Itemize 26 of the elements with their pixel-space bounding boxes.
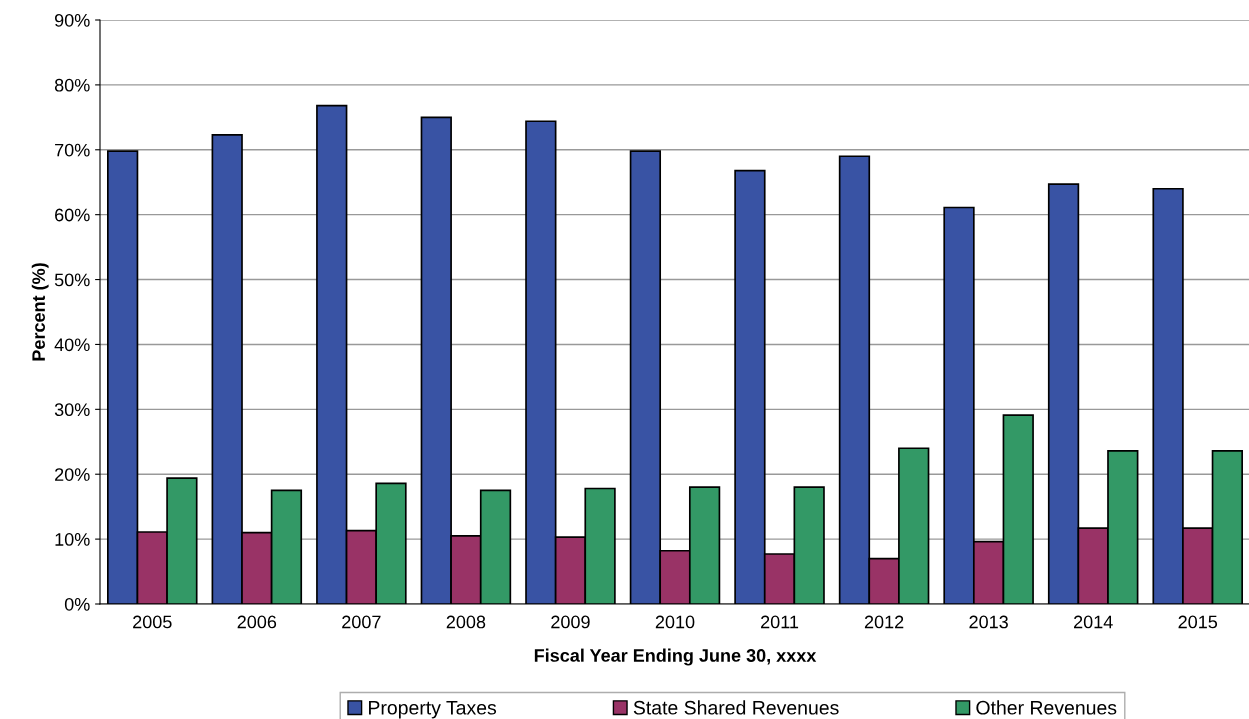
y-axis-title: Percent (%)	[31, 263, 49, 361]
x-tick-label: 2012	[864, 615, 904, 629]
x-tick-label: 2011	[761, 615, 799, 629]
x-tick-label: 2013	[969, 615, 1008, 629]
y-tick-label: 40%	[54, 338, 90, 352]
x-tick-label: 2014	[1074, 615, 1113, 629]
y-tick-label: 60%	[55, 208, 90, 222]
x-tick-label: 2009	[551, 615, 590, 629]
legend-label: Other Revenues	[976, 700, 1117, 715]
y-tick-label: 90%	[54, 13, 90, 27]
y-tick-label: 20%	[55, 468, 90, 481]
x-tick-label: 2015	[1178, 615, 1218, 629]
x-axis-title: Fiscal Year Ending June 30, xxxx	[534, 648, 817, 666]
legend-label: Property Taxes	[369, 701, 497, 719]
y-tick-label: 70%	[55, 143, 90, 157]
x-tick-label: 2007	[342, 615, 381, 629]
y-tick-label: 80%	[54, 78, 90, 92]
legend-label: State Shared Revenues	[633, 700, 839, 715]
x-tick-label: 2008	[446, 615, 486, 629]
y-tick-label: 10%	[55, 533, 90, 546]
y-tick-label: 50%	[54, 273, 90, 287]
x-tick-label: 2006	[237, 615, 277, 629]
y-tick-label: 30%	[54, 403, 90, 417]
x-tick-label: 2005	[133, 615, 172, 629]
y-tick-label: 0%	[64, 597, 90, 611]
x-tick-label: 2010	[655, 615, 695, 629]
